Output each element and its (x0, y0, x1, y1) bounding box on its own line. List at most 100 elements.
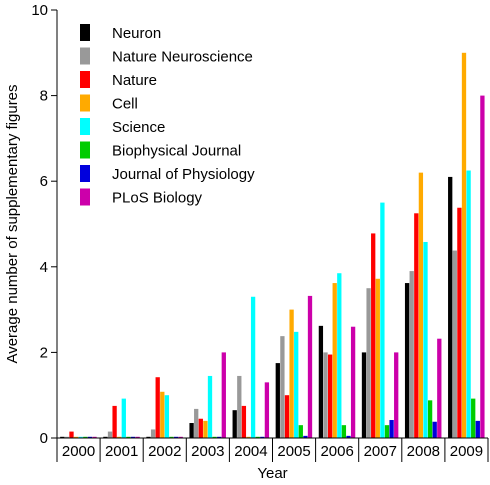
legend-label: Nature (112, 72, 157, 89)
legend-swatch (80, 47, 90, 65)
bar (394, 352, 399, 438)
bar (323, 352, 328, 438)
bar (275, 363, 280, 438)
bar (298, 425, 303, 438)
legend-swatch (80, 188, 90, 206)
bar (169, 436, 174, 438)
bar (121, 398, 126, 438)
x-axis-title: Year (257, 465, 287, 482)
x-tick-label: 2008 (407, 443, 440, 460)
x-tick-label: 2007 (364, 443, 397, 460)
bar (255, 436, 260, 438)
x-ticks: 2000 2001 2002 2003 2004 2005 2006 2007 2008 2009 (56, 438, 489, 462)
bar (461, 52, 467, 439)
bar (375, 278, 380, 438)
bar (294, 331, 299, 438)
legend-swatch (80, 141, 90, 159)
legend: Neuron Nature Neuroscience Nature Cell Scien… (80, 24, 255, 207)
legend-swatch (80, 24, 90, 41)
bar (371, 233, 376, 438)
y-ticks: 0 2 4 6 8 10 (31, 2, 57, 447)
bar (307, 295, 313, 438)
bar (427, 400, 433, 438)
bar (366, 288, 371, 438)
y-tick-label: 2 (40, 344, 48, 361)
bar (155, 377, 160, 438)
bar (361, 352, 367, 438)
bar (414, 213, 419, 438)
legend-label: Science (112, 119, 165, 136)
bar (346, 435, 351, 438)
bar (466, 170, 471, 438)
x-tick-label: 2000 (62, 443, 95, 460)
bar (60, 436, 65, 438)
bar (284, 395, 290, 438)
bar (250, 296, 256, 438)
bar (130, 436, 136, 438)
bars-layer (60, 52, 485, 439)
bar (203, 420, 208, 438)
bar (423, 241, 428, 438)
bar (448, 176, 453, 439)
legend-label: Biophysical Journal (112, 143, 241, 160)
bar (452, 250, 457, 438)
bar (107, 431, 113, 438)
bar (246, 436, 251, 438)
bar (78, 436, 83, 438)
bar (432, 421, 437, 438)
legend-swatch (80, 94, 90, 112)
bar (126, 436, 131, 438)
bar (303, 435, 308, 438)
y-tick-label: 6 (40, 173, 48, 190)
bar (173, 436, 179, 438)
legend-swatch (80, 118, 90, 135)
x-tick-label: 2001 (105, 443, 138, 460)
y-tick-label: 10 (31, 2, 48, 19)
bar (164, 395, 170, 438)
legend-label: Nature Neuroscience (112, 49, 253, 66)
bar (327, 354, 333, 438)
x-tick-label: 2002 (148, 443, 181, 460)
y-axis-title: Average number of supplementary figures (4, 84, 21, 363)
bar (418, 172, 424, 438)
bar (194, 408, 199, 438)
bar (389, 420, 394, 438)
bar (280, 336, 285, 438)
bar (475, 420, 480, 438)
legend-swatch (80, 165, 90, 182)
bar (217, 436, 222, 438)
bar (457, 207, 462, 438)
bar (341, 425, 347, 438)
bar (64, 436, 70, 438)
bar (264, 382, 270, 438)
x-tick-label: 2003 (191, 443, 224, 460)
y-tick-label: 4 (40, 259, 48, 276)
x-tick-label: 2009 (450, 443, 483, 460)
x-tick-label: 2004 (234, 443, 267, 460)
y-tick-label: 0 (40, 430, 48, 447)
legend-label: Neuron (112, 25, 161, 42)
bar (135, 436, 140, 438)
bar (337, 273, 342, 438)
bar (409, 271, 414, 438)
bar (69, 431, 74, 438)
bar (207, 375, 213, 438)
x-tick-label: 2005 (277, 443, 310, 460)
bar (480, 95, 485, 438)
bar (150, 429, 156, 438)
bar (380, 202, 385, 438)
bar (87, 436, 93, 438)
bar (232, 410, 237, 438)
bar (221, 352, 226, 438)
y-tick-label: 8 (40, 88, 48, 105)
bar (350, 326, 356, 438)
bar (83, 436, 88, 438)
bar (384, 425, 390, 438)
bar (198, 418, 203, 438)
legend-swatch (80, 71, 90, 88)
legend-label: Journal of Physiology (112, 166, 255, 183)
x-tick-label: 2006 (320, 443, 353, 460)
bar (189, 423, 194, 438)
legend-label: PLoS Biology (112, 190, 203, 207)
